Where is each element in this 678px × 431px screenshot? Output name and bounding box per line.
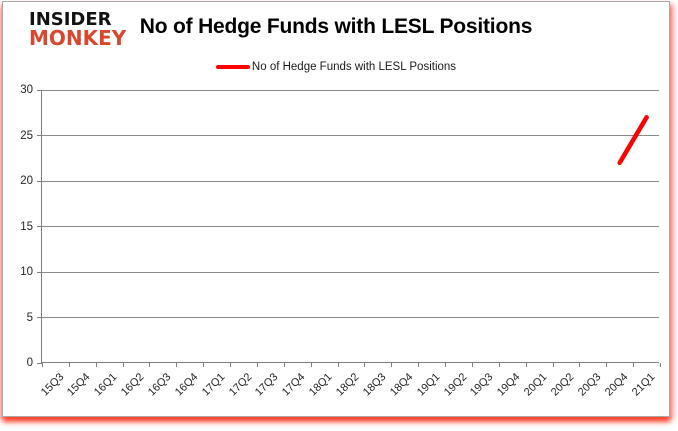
y-axis-label-5: 5 [26, 311, 33, 324]
x-axis-tick-23 [660, 363, 661, 367]
x-axis-tick-0 [42, 363, 43, 367]
chart-card: INSIDER MONKEY No of Hedge Funds with LE… [2, 1, 670, 417]
x-axis-tick-9 [283, 363, 285, 367]
x-axis-tick-21 [606, 363, 608, 367]
y-axis-tick-10 [37, 271, 42, 273]
y-axis-tick-20 [37, 180, 42, 182]
x-axis-tick-10 [310, 363, 312, 367]
x-axis-label-20Q4: 20Q4 [602, 371, 631, 399]
series-svg [617, 115, 649, 166]
x-axis-label-15Q4: 15Q4 [65, 371, 93, 399]
y-axis-label-0: 0 [26, 357, 33, 369]
x-axis-label-16Q3: 16Q3 [145, 371, 174, 399]
gridline-y-20 [42, 180, 659, 182]
plot-area: 0 5 10 15 20 25 30 15Q3 15Q4 16Q1 16Q2 16Q3 16Q4 17Q1… [20, 84, 661, 399]
x-axis-label-19Q1: 19Q1 [414, 371, 443, 399]
x-axis-tick-6 [203, 363, 205, 367]
x-axis-tick-7 [230, 363, 232, 367]
x-axis-label-18Q3: 18Q3 [360, 371, 389, 399]
x-axis-label-17Q4: 17Q4 [280, 371, 308, 399]
x-axis-label-19Q2: 19Q2 [441, 371, 469, 399]
x-axis-tick-14 [418, 363, 420, 367]
series-line [617, 115, 649, 166]
x-axis-label-18Q2: 18Q2 [333, 371, 362, 399]
x-axis-label-19Q3: 19Q3 [468, 371, 496, 399]
gridline-y-5 [42, 317, 659, 318]
x-axis-tick-20 [579, 363, 581, 367]
gridline-y-10 [42, 271, 659, 273]
x-axis-label-19Q4: 19Q4 [495, 371, 523, 399]
y-axis-label-10: 10 [20, 266, 33, 278]
x-axis-label-16Q1: 16Q1 [92, 371, 120, 399]
y-axis-tick-0 [37, 362, 42, 364]
x-axis-tick-2 [95, 363, 97, 367]
x-axis-tick-18 [525, 363, 527, 367]
legend-line-swatch [215, 65, 250, 69]
title-row: No of Hedge Funds with LESL Positions [3, 15, 669, 39]
gridline-y-30 [42, 89, 659, 91]
x-axis-label-18Q4: 18Q4 [387, 371, 416, 399]
x-axis-label-17Q1: 17Q1 [199, 371, 228, 399]
x-axis-label-16Q4: 16Q4 [172, 371, 201, 399]
legend: No of Hedge Funds with LESL Positions [3, 61, 669, 73]
x-axis-tick-11 [337, 363, 339, 367]
x-axis-tick-1 [68, 363, 70, 367]
logo-text-monkey: MONKEY [29, 26, 127, 50]
x-axis-label-20Q1: 20Q1 [522, 371, 550, 399]
insider-monkey-logo: INSIDER MONKEY [29, 9, 127, 50]
chart-title: No of Hedge Funds with LESL Positions [139, 15, 533, 38]
x-axis-label-15Q3: 15Q3 [38, 371, 66, 399]
x-axis-label-17Q2: 17Q2 [226, 371, 255, 399]
logo-text-insider: INSIDER [29, 9, 112, 30]
y-axis-label-30: 30 [20, 84, 33, 96]
y-axis-tick-15 [37, 226, 42, 227]
x-axis-tick-16 [471, 363, 473, 367]
x-axis-tick-4 [149, 363, 151, 367]
x-axis-label-21Q1: 21Q1 [629, 371, 658, 399]
gridline-y-25 [42, 135, 659, 136]
x-axis-label-18Q1: 18Q1 [307, 371, 335, 399]
x-axis-tick-19 [552, 363, 554, 367]
y-axis-label-20: 20 [20, 175, 33, 187]
y-axis-label-25: 25 [20, 129, 33, 142]
x-axis-label-20Q3: 20Q3 [575, 371, 604, 399]
y-axis-tick-30 [37, 89, 42, 91]
y-axis-tick-5 [37, 317, 42, 318]
y-axis-label-15: 15 [20, 220, 33, 233]
x-axis-tick-13 [391, 363, 393, 367]
x-axis-label-17Q3: 17Q3 [253, 371, 281, 399]
x-axis-label-16Q2: 16Q2 [118, 371, 147, 399]
gridline-y-15 [42, 226, 659, 227]
x-axis-tick-17 [498, 363, 500, 367]
x-axis-tick-3 [122, 363, 124, 367]
legend-label: No of Hedge Funds with LESL Positions [251, 61, 457, 73]
x-axis-tick-12 [364, 363, 366, 367]
x-axis-tick-5 [176, 363, 178, 367]
y-axis-tick-25 [37, 135, 42, 136]
x-axis-label-20Q2: 20Q2 [548, 371, 577, 399]
x-axis-tick-8 [256, 363, 258, 367]
x-axis-tick-22 [633, 363, 635, 367]
x-axis-tick-15 [445, 363, 447, 367]
